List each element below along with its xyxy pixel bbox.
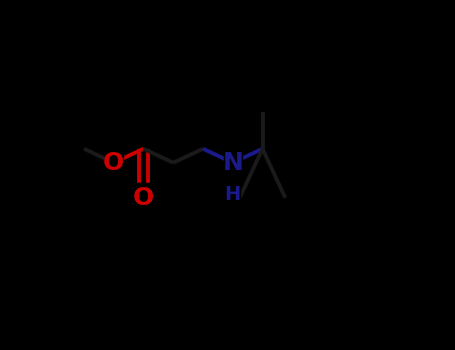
Text: N: N — [222, 151, 243, 175]
Bar — [135, 183, 152, 212]
Text: O: O — [133, 186, 154, 210]
Text: H: H — [225, 185, 241, 204]
Bar — [224, 148, 242, 177]
Bar — [105, 148, 122, 177]
Bar — [226, 182, 240, 206]
Text: O: O — [103, 151, 124, 175]
